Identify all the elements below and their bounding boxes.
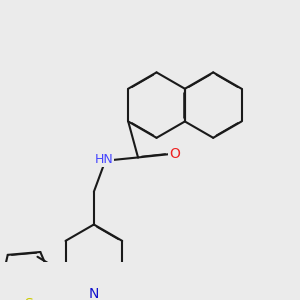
Text: HN: HN — [94, 153, 113, 166]
Text: S: S — [24, 297, 33, 300]
Text: O: O — [169, 147, 180, 161]
Text: N: N — [89, 287, 99, 300]
